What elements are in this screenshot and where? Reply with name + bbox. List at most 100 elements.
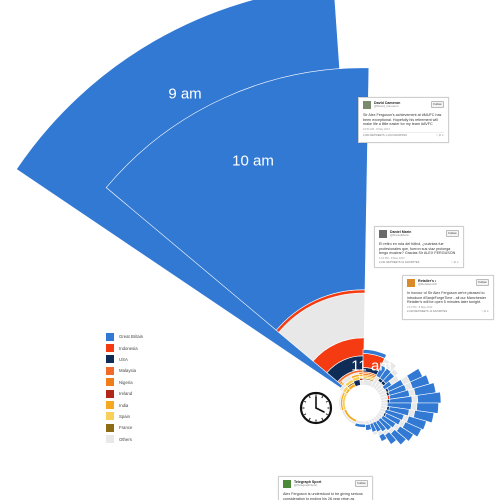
sector-19-segment-others-2: [372, 430, 379, 436]
legend-swatch: [106, 344, 114, 353]
tweet-card-marin[interactable]: Daniel Marin @DanielMarin Follow El reti…: [374, 226, 464, 268]
legend-item-great-britain: Great Britain: [106, 331, 176, 342]
clock-tick: [308, 417, 311, 420]
follow-button[interactable]: Follow: [445, 230, 459, 237]
legend-label: Spain: [119, 413, 130, 419]
tweet-actions-icons[interactable]: ↰ ⇄ ★: [480, 310, 489, 314]
hour-label-11am: 11 am: [351, 357, 392, 374]
legend-label: Malaysia: [119, 368, 136, 374]
sector-10-segment-others-3: [411, 395, 419, 404]
tweet-card-cameron[interactable]: David Cameron @David_Cameron Follow Sir …: [358, 97, 449, 143]
sector-21-segment-great-britain-1: [354, 422, 366, 428]
legend-swatch: [106, 332, 114, 341]
hour-label-10am: 10 am: [232, 153, 274, 170]
legend-label: Nigeria: [119, 379, 133, 385]
tweet-card-retailers[interactable]: Retailer's • @RetailersUK Follow In hono…: [402, 275, 494, 320]
legend-item-usa: USA: [106, 354, 176, 365]
follow-button[interactable]: Follow: [430, 101, 444, 108]
clock-tick: [304, 413, 307, 416]
tweet-card-telegraph[interactable]: Telegraph Sport @TelegraphSport Follow A…: [278, 476, 373, 500]
sector-10-segment-others-0: [380, 399, 388, 404]
tweet-avatar: [379, 230, 387, 238]
legend-label: India: [119, 402, 129, 408]
follow-button[interactable]: Follow: [354, 480, 368, 487]
tweet-author-name: Daniel Marin: [390, 230, 412, 234]
sector-16-segment-great-britain-3: [390, 429, 407, 446]
tweet-text: Sir Alex Ferguson's achievement at #MUFC…: [363, 113, 442, 127]
legend-label: France: [119, 425, 133, 431]
legend-swatch: [106, 401, 114, 410]
legend-item-nigeria: Nigeria: [106, 377, 176, 388]
legend-item-others: Others: [106, 434, 176, 445]
legend-label: Others: [119, 436, 132, 442]
sector-26-segment-others-3: [350, 372, 360, 377]
chart-sectors: [16, 0, 442, 446]
tweet-text: Alex Ferguson is understood to be giving…: [283, 492, 363, 500]
legend-item-france: France: [106, 422, 176, 433]
tweet-author-name: Retailer's •: [418, 279, 437, 283]
legend-swatch: [106, 423, 114, 432]
sector-2-segment-great-britain-8: [362, 349, 387, 359]
sector-15-segment-great-britain-3: [395, 425, 414, 442]
sector-1-segment-great-britain-11: [105, 67, 370, 331]
clock-tick: [304, 400, 307, 403]
tweet-timestamp: 10:54 AM - 8 May 2013: [363, 128, 390, 132]
sector-11-segment-others-2: [410, 402, 418, 411]
legend-swatch: [106, 355, 114, 364]
legend-swatch: [106, 366, 114, 375]
sector-18-segment-great-britain-3: [378, 432, 388, 442]
tweet-author-name: Telegraph Sport: [294, 480, 322, 484]
tweet-text: In honour of Sir Alex Ferguson we're ple…: [407, 291, 486, 305]
tweet-author-handle: @TelegraphSport: [294, 483, 318, 487]
tweet-timestamp: 2:11 PM - 8 May 2013: [407, 306, 433, 310]
legend-swatch: [106, 412, 114, 421]
sector-5-segment-others-3: [390, 368, 399, 377]
legend-item-spain: Spain: [106, 411, 176, 422]
sector-4-segment-others-3: [386, 361, 397, 373]
tweet-author-handle: @RetailersUK: [418, 282, 438, 286]
clock-tick: [325, 413, 328, 416]
legend-swatch: [106, 389, 114, 398]
legend-item-indonesia: Indonesia: [106, 342, 176, 353]
tweet-author-name: David Cameron: [374, 101, 401, 105]
tweet-avatar: [407, 279, 415, 287]
clock-tick: [308, 396, 311, 399]
clock-tick: [325, 400, 328, 403]
tweet-author-handle: @David_Cameron: [374, 104, 399, 108]
sector-13-segment-great-britain-3: [406, 415, 427, 431]
legend: Great Britain Indonesia USA Malaysia Nig…: [106, 331, 176, 445]
clock-icon: [299, 391, 333, 425]
legend-label: Great Britain: [119, 334, 144, 340]
clock-tick: [321, 417, 324, 420]
legend-swatch: [106, 378, 114, 387]
legend-item-malaysia: Malaysia: [106, 365, 176, 376]
legend-item-india: India: [106, 399, 176, 410]
tweet-text: El retiro en ruta del fútbol, ¿cuántas f…: [379, 242, 456, 256]
follow-button[interactable]: Follow: [475, 279, 489, 286]
legend-label: Ireland: [119, 391, 133, 397]
sector-10-segment-great-britain-4: [416, 391, 442, 404]
tweet-actions-icons[interactable]: ↰ ⇄ ★: [435, 134, 444, 138]
sector-14-segment-great-britain-4: [401, 421, 422, 438]
tweet-avatar: [283, 480, 291, 488]
chart-hour-labels: 9 am 10 am 11 am: [168, 86, 391, 375]
sector-11-segment-great-britain-3: [416, 402, 439, 414]
sector-17-segment-great-britain-3: [384, 431, 397, 445]
hour-label-9am: 9 am: [168, 86, 201, 103]
tweet-stats: 2,221 RETWEETS 61 FAVORITES: [379, 261, 420, 265]
legend-item-ireland: Ireland: [106, 388, 176, 399]
legend-label: Indonesia: [119, 345, 138, 351]
tweet-timestamp: 1:15 PM - 8 May 2013: [379, 257, 405, 261]
legend-label: USA: [119, 356, 128, 362]
legend-swatch: [106, 435, 114, 444]
tweet-actions-icons[interactable]: ↰ ⇄ ★: [450, 261, 459, 265]
sector-20-segment-great-britain-1: [364, 423, 372, 431]
sector-12-segment-great-britain-4: [412, 409, 435, 424]
tweet-author-handle: @DanielMarin: [390, 233, 410, 237]
tweet-avatar: [363, 101, 371, 109]
tweet-stats: 2,229 RETWEETS 11 FAVORITES: [407, 310, 448, 314]
clock-tick: [321, 396, 324, 399]
tweet-stats: 2,004 RETWEETS 1,131 FAVORITES: [363, 134, 407, 138]
